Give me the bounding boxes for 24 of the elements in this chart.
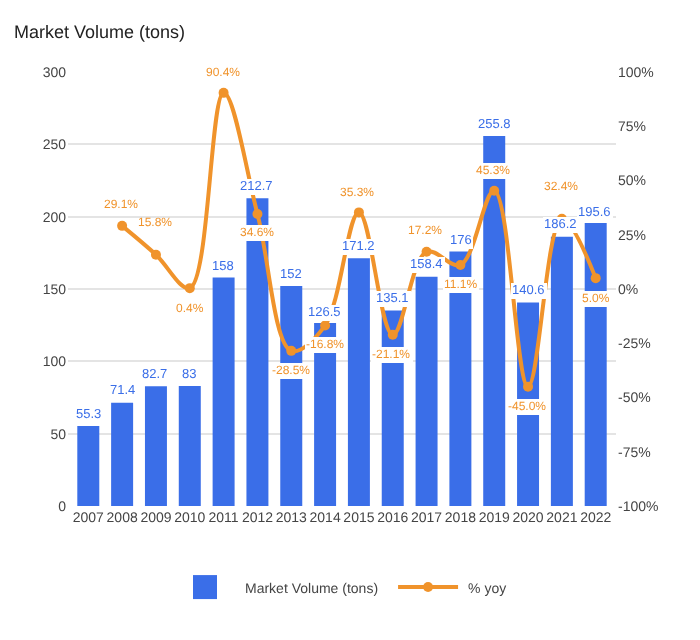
point: [421, 246, 432, 257]
point: [353, 207, 364, 218]
bar: [178, 385, 201, 506]
bar: [584, 223, 607, 506]
bar: [550, 236, 573, 506]
point: [387, 329, 398, 340]
bar: [77, 426, 100, 506]
point: [523, 381, 534, 392]
point: [184, 283, 195, 294]
point: [117, 220, 128, 231]
bar: [212, 277, 235, 506]
point: [320, 320, 331, 331]
bar: [415, 276, 438, 506]
point: [150, 249, 161, 260]
point: [218, 87, 229, 98]
point: [489, 185, 500, 196]
chart-title: Market Volume (tons): [14, 22, 186, 43]
point: [590, 273, 601, 284]
point: [252, 208, 263, 219]
bar: [347, 258, 370, 506]
bar: [144, 386, 167, 506]
point: [286, 345, 297, 356]
bar: [111, 402, 134, 506]
point: [455, 259, 466, 270]
